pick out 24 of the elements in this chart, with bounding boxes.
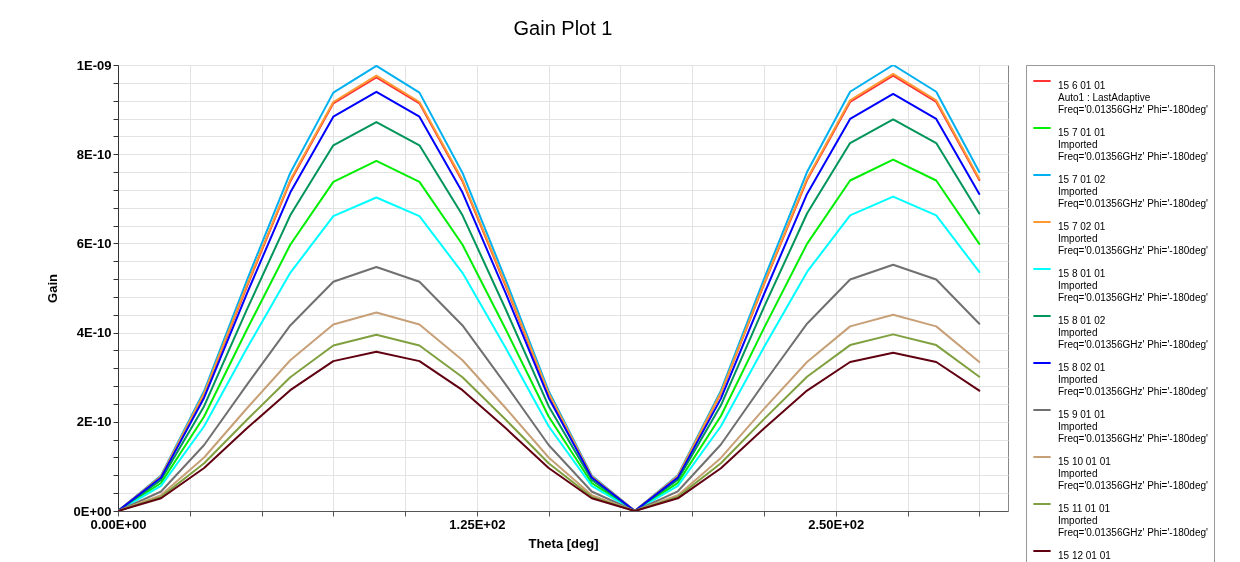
y-tick-label: 6E-10 — [76, 235, 112, 251]
legend-label: 15 7 01 01 Imported Freq='0.01356GHz' Phi='-180deg' — [1058, 127, 1209, 162]
x-tick-label: 0.00E+00 — [90, 516, 147, 532]
legend-label: 15 9 01 01 Imported Freq='0.01356GHz' Phi='-180deg' — [1058, 409, 1209, 444]
legend-label: 15 11 01 01 Imported Freq='0.01356GHz' Phi='-180deg' — [1058, 503, 1209, 538]
legend-label: 15 6 01 01 Auto1 : LastAdaptive Freq='0.01356GHz' Phi='-180deg' — [1058, 80, 1209, 115]
y-tick-label: 0E+00 — [73, 503, 112, 519]
legend-label: 15 8 01 02 Imported Freq='0.01356GHz' Phi='-180deg' — [1058, 315, 1209, 350]
y-axis-title: Gain — [44, 274, 60, 303]
chart-title: Gain Plot 1 — [513, 17, 613, 39]
legend-label: 15 12 01 01 — [1058, 550, 1112, 561]
x-axis-title: Theta [deg] — [528, 535, 599, 551]
y-tick-label: 2E-10 — [76, 414, 112, 430]
legend-label: 15 8 02 01 Imported Freq='0.01356GHz' Phi='-180deg' — [1058, 362, 1209, 397]
legend-label: 15 7 02 01 Imported Freq='0.01356GHz' Phi='-180deg' — [1058, 221, 1209, 256]
x-tick-label: 2.50E+02 — [808, 516, 865, 532]
y-tick-label: 4E-10 — [76, 325, 112, 341]
x-tick-label: 1.25E+02 — [449, 516, 506, 532]
legend-label: 15 8 01 01 Imported Freq='0.01356GHz' Phi='-180deg' — [1058, 268, 1209, 303]
legend-label: 15 7 01 02 Imported Freq='0.01356GHz' Phi='-180deg' — [1058, 174, 1209, 209]
y-tick-label: 8E-10 — [76, 146, 112, 162]
line-series — [118, 263, 981, 511]
legend-label: 15 10 01 01 Imported Freq='0.01356GHz' Phi='-180deg' — [1058, 456, 1209, 491]
y-tick-label: 1E-09 — [76, 57, 112, 73]
